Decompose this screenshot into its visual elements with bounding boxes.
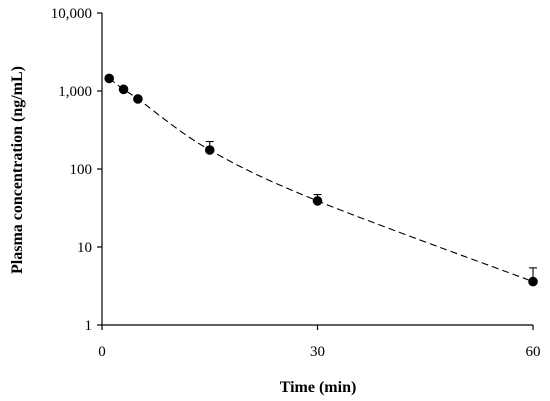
x-tick-label: 0 <box>98 344 106 360</box>
ticks: 1 10 100 1,000 10,000 0 30 60 <box>51 6 541 360</box>
x-tick-label: 30 <box>310 344 325 360</box>
data-point <box>104 73 114 84</box>
data-point <box>133 94 143 104</box>
y-tick-label: 10,000 <box>51 6 92 22</box>
error-bars <box>105 75 537 282</box>
x-axis-title: Time (min) <box>280 379 357 396</box>
data-point <box>312 196 323 206</box>
x-tick-label: 60 <box>526 344 541 360</box>
data-point <box>118 84 129 95</box>
y-tick-label: 1 <box>85 318 93 334</box>
y-axis-title: Plasma concentration (ng/mL) <box>9 66 26 274</box>
data-points <box>104 73 538 287</box>
axes <box>101 13 533 326</box>
fit-line <box>108 77 534 283</box>
y-tick-label: 10 <box>77 240 92 256</box>
data-point <box>204 145 215 155</box>
y-tick-label: 1,000 <box>58 84 92 100</box>
fit-curve <box>108 77 534 283</box>
y-tick-label: 100 <box>70 162 93 178</box>
data-point <box>528 276 538 287</box>
